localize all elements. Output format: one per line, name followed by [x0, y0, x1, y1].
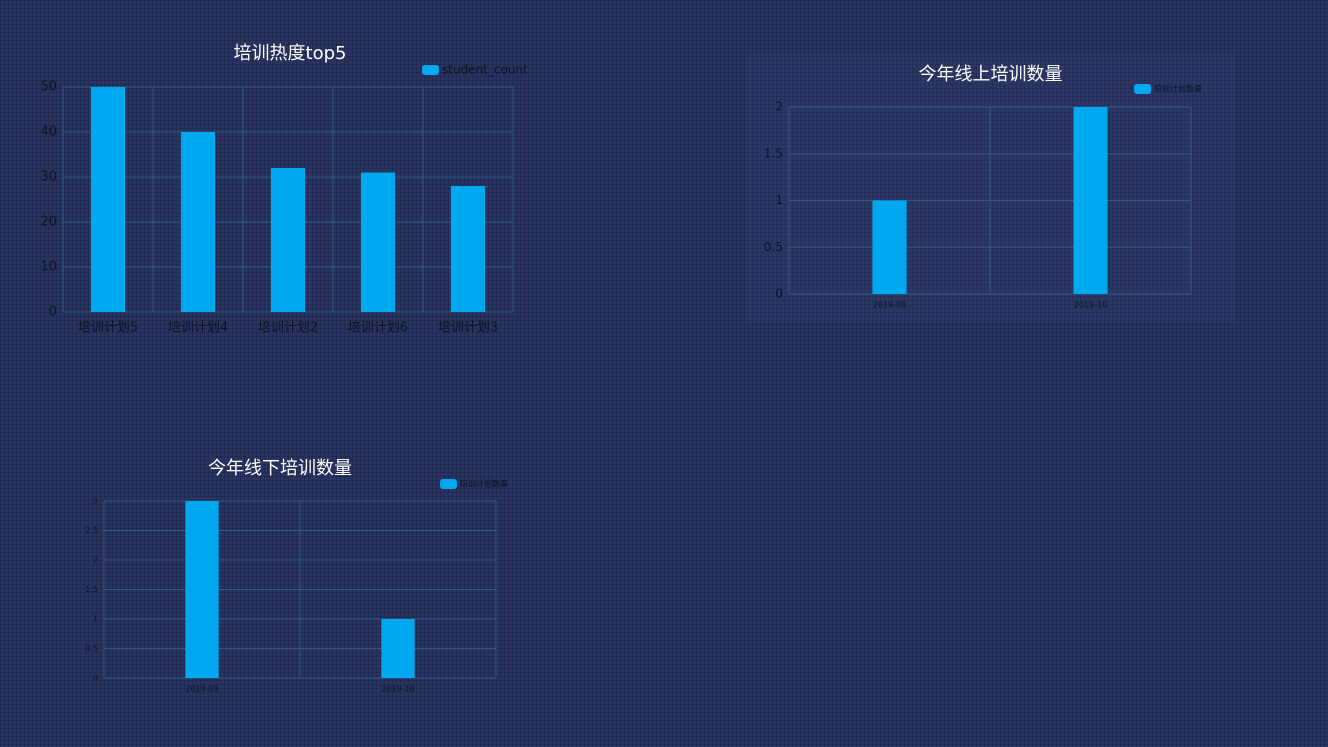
x-tick-label: 培训计划2	[258, 320, 318, 336]
y-tick-label: 1	[93, 615, 98, 624]
chart-title: 今年线上培训数量	[919, 64, 1063, 85]
bar	[185, 501, 219, 678]
legend-swatch	[422, 65, 439, 75]
chart-title: 培训热度top5	[234, 43, 347, 64]
x-tick-label: 2019-09	[185, 685, 218, 694]
y-tick-label: 1	[775, 193, 783, 207]
x-tick-label: 培训计划6	[348, 320, 408, 336]
chart-panel-online-training: 今年线上培训数量培训计划数量 0 0.5 1 1.5 2 2019-08 2019-10	[746, 52, 1235, 322]
bar	[1073, 107, 1108, 294]
x-tick-label: 培训计划5	[78, 320, 138, 336]
legend-label: 培训计划数量	[460, 479, 508, 489]
legend: 培训计划数量	[1134, 84, 1202, 94]
gridlines	[788, 106, 1192, 295]
bar	[360, 172, 396, 312]
bar	[450, 186, 486, 312]
y-tick-label: 0.5	[85, 644, 98, 653]
y-tick-label: 30	[40, 170, 57, 185]
x-tick-label: 培训计划4	[168, 320, 228, 336]
y-tick-label: 10	[40, 260, 57, 275]
bar	[180, 132, 216, 312]
bar-chart-training-top5: 培训热度top5 student_count 0 10 20 30 40 50 培训计划5 培训计…	[40, 43, 528, 336]
bar	[90, 87, 126, 312]
y-tick-label: 50	[40, 80, 57, 95]
legend-swatch	[440, 479, 457, 489]
y-tick-label: 0	[775, 287, 783, 301]
bar	[381, 619, 415, 678]
y-tick-label: 0.5	[764, 240, 783, 254]
y-tick-label: 0	[49, 305, 57, 320]
legend: 培训计划数量	[440, 479, 508, 489]
y-tick-label: 1.5	[85, 585, 98, 594]
y-tick-label: 2	[775, 100, 783, 114]
legend: student_count	[422, 63, 528, 77]
bar	[872, 200, 907, 294]
x-tick-label: 2019-10	[381, 685, 414, 694]
y-tick-label: 2.5	[85, 526, 98, 535]
gridlines	[62, 86, 514, 313]
x-tick-label: 2019-08	[873, 301, 906, 310]
x-tick-label: 2019-10	[1074, 301, 1107, 310]
y-tick-label: 3	[93, 497, 98, 506]
y-tick-label: 0	[93, 674, 98, 683]
chart-title: 今年线下培训数量	[208, 458, 352, 479]
y-tick-label: 2	[93, 556, 98, 565]
legend-swatch	[1134, 84, 1151, 94]
legend-label: student_count	[442, 63, 528, 77]
bar	[270, 168, 306, 312]
y-tick-label: 1.5	[764, 146, 783, 160]
y-tick-label: 40	[40, 125, 57, 140]
x-tick-label: 培训计划3	[438, 320, 498, 336]
y-tick-label: 20	[40, 215, 57, 230]
chart-panel-training-top5: 培训热度top5 student_count 0 10 20 30 40 50 培训计划5 培训计…	[0, 0, 580, 360]
legend-label: 培训计划数量	[1154, 84, 1202, 94]
chart-panel-offline-training: 今年线下培训数量培训计划数量 0 0.5 1 1.5 2 2.5 3 2019-09 2019-1…	[0, 440, 560, 710]
gridlines	[103, 500, 497, 679]
